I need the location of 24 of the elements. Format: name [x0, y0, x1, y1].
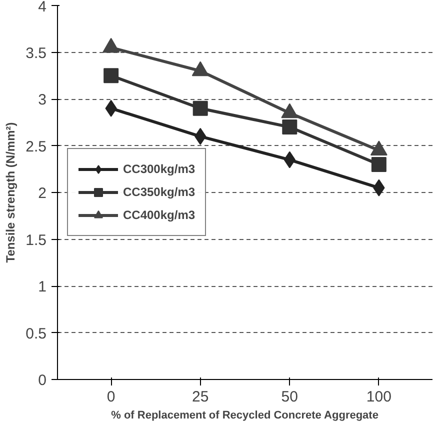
legend-label: CC350kg/m3 — [123, 185, 196, 199]
y-tick-label: 1.5 — [26, 232, 47, 249]
point — [102, 38, 120, 53]
y-tick-label: 3 — [38, 92, 46, 108]
y-tick-label: 2.5 — [26, 138, 47, 156]
point — [192, 61, 209, 76]
x-tick-label: 50 — [281, 388, 298, 406]
legend-label: CC400kg/m3 — [123, 208, 196, 222]
point — [282, 120, 298, 135]
y-tick-label: 3.5 — [26, 44, 47, 62]
point — [104, 68, 119, 84]
x-axis-title: % of Replacement of Recycled Concrete Aggregate — [111, 410, 378, 422]
x-tick-label: 100 — [366, 388, 392, 406]
point — [371, 156, 386, 172]
y-tick-label: 0 — [38, 372, 46, 389]
y-tick-label: 1 — [38, 278, 46, 296]
y-axis-title: Tensile strength (N/mm²) — [4, 122, 18, 263]
y-tick-label: 4 — [38, 0, 46, 16]
x-tick-label: 25 — [192, 388, 209, 406]
x-tick-label: 0 — [106, 388, 116, 406]
y-tick-label: 2 — [38, 185, 46, 202]
y-tick-label: 0.5 — [26, 325, 47, 342]
point — [192, 100, 208, 116]
legend-label: CC300kg/m3 — [123, 162, 196, 176]
